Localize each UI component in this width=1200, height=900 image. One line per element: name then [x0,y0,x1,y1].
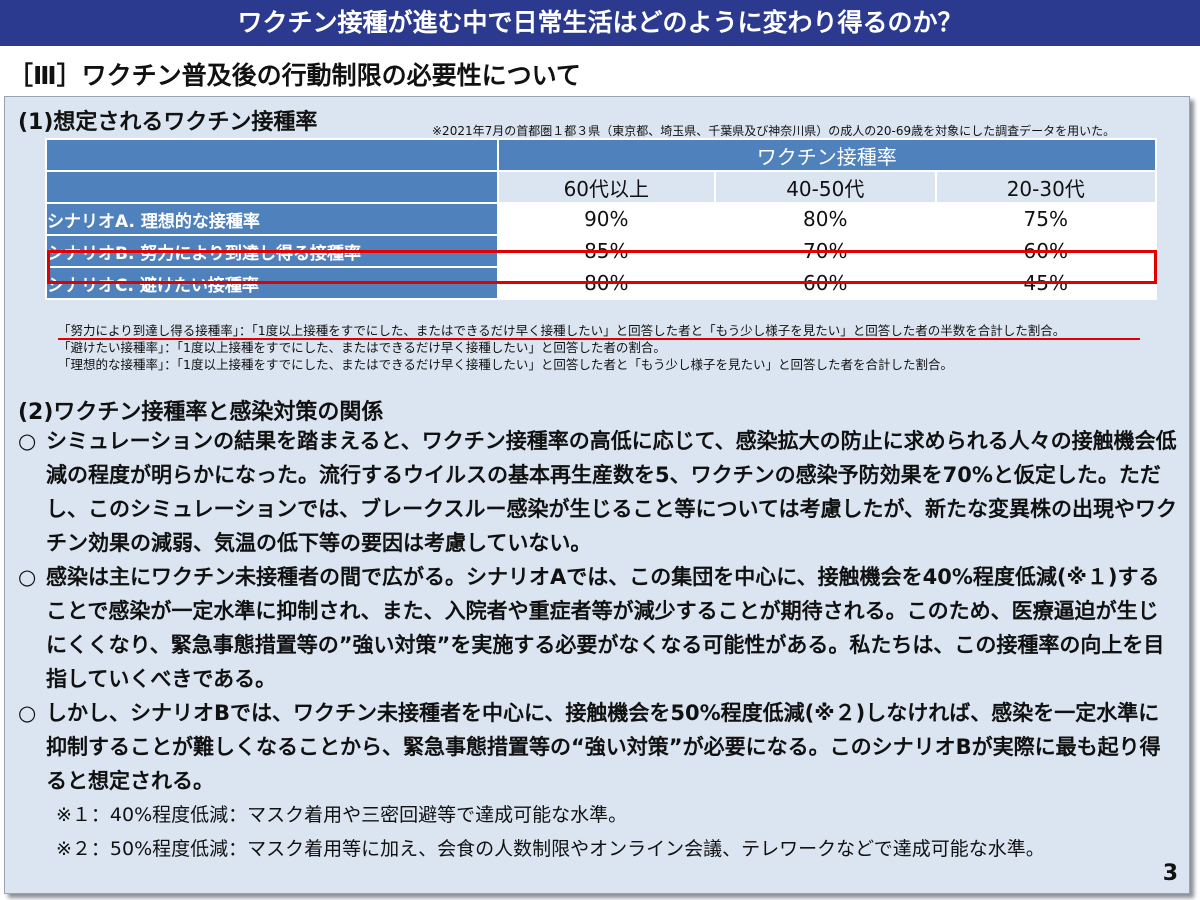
footnote: ※１：40%程度低減：マスク着用や三密回避等で達成可能な水準。 [56,804,628,826]
table-corner-cell [45,170,499,204]
circle-bullet-icon: ○ [18,565,37,589]
part2-heading: (2)ワクチン接種率と感染対策の関係 [18,400,384,425]
table-group-header: ワクチン接種率 [496,138,1158,172]
part2-body: ○ シミュレーションの結果を踏まえると、ワクチン接種率の高低に応じて、感染拡大の… [18,424,1178,866]
circle-bullet-icon: ○ [18,429,37,453]
bullet-text: 感染は主にワクチン未接種者の間で広がる。シナリオAでは、この集団を中心に、接触機… [46,565,1165,691]
bullet-paragraph: ○ しかし、シナリオBでは、ワクチン未接種者を中心に、接触機会を50%程度低減(… [18,696,1178,798]
section-title: ［Ⅲ］ワクチン普及後の行動制限の必要性について [8,61,581,90]
footnote: ※２：50%程度低減：マスク着用等に加え、会食の人数制限やオンライン会議、テレワ… [56,838,1045,860]
circle-bullet-icon: ○ [18,701,37,725]
source-note: ※2021年7月の首都圏１都３県（東京都、埼玉県、千葉県及び神奈川県）の成人の2… [432,124,1116,138]
note-line: 「努力により到達し得る接種率」：「1度以上接種をすでにした、またはできるだけ早く… [58,323,1066,338]
page-number: 3 [1162,861,1178,886]
slide-title: ワクチン接種が進む中で日常生活はどのように変わり得るのか？ [237,8,963,37]
column-header: 20-30代 [934,170,1157,204]
definition-notes: 「努力により到達し得る接種率」：「1度以上接種をすでにした、またはできるだけ早く… [58,322,1065,373]
column-header: 60代以上 [496,170,717,204]
bullet-paragraph: ○ シミュレーションの結果を踏まえると、ワクチン接種率の高低に応じて、感染拡大の… [18,424,1178,560]
table-cell: 75% [934,202,1157,236]
column-header: 40-50代 [714,170,937,204]
note-line: 「避けたい接種率」：「1度以上接種をすでにした、またはできるだけ早く接種したい」… [58,340,666,355]
scenario-b-highlight-box [47,250,1157,284]
row-label: シナリオA. 理想的な接種率 [45,202,499,236]
table-row-scenario-a: シナリオA. 理想的な接種率 90% 80% 75% [45,202,1157,236]
table-header-row: ワクチン接種率 [45,138,1158,172]
note-red-underline [58,338,1140,340]
part1-heading: (1)想定されるワクチン接種率 [18,110,318,135]
note-line: 「理想的な接種率」：「1度以上接種をすでにした、またはできるだけ早く接種したい」… [58,357,953,372]
table-cell: 80% [714,202,937,236]
table-cell: 90% [496,202,717,236]
table-column-header-row: 60代以上 40-50代 20-30代 [45,170,1157,204]
bullet-paragraph: ○ 感染は主にワクチン未接種者の間で広がる。シナリオAでは、この集団を中心に、接… [18,560,1178,696]
bullet-text: しかし、シナリオBでは、ワクチン未接種者を中心に、接触機会を50%程度低減(※２… [46,701,1161,793]
table-corner-cell [45,138,499,172]
slide-title-banner: ワクチン接種が進む中で日常生活はどのように変わり得るのか？ [0,0,1200,46]
bullet-text: シミュレーションの結果を踏まえると、ワクチン接種率の高低に応じて、感染拡大の防止… [46,429,1178,555]
